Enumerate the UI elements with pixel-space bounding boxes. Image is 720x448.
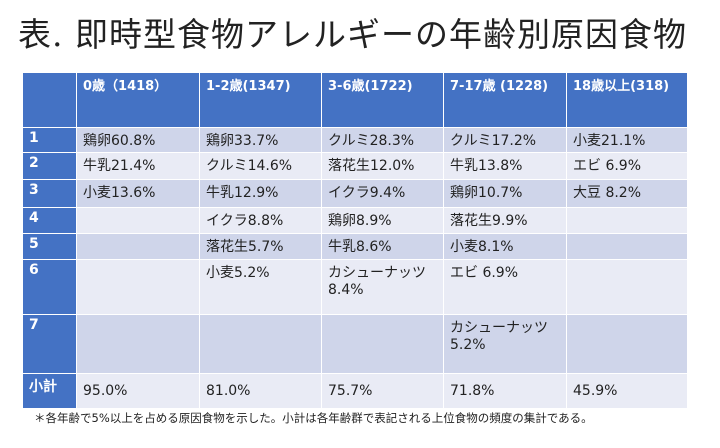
table-cell: エビ 6.9% <box>443 259 567 315</box>
table-cell <box>566 314 688 374</box>
table-row: 3 小麦13.6% 牛乳12.9% イクラ9.4% 鶏卵10.7% 大豆 8.2% <box>22 179 688 208</box>
header-cell: 0歳（1418） <box>76 72 200 128</box>
table-cell: カシューナッツ 8.4% <box>321 259 444 315</box>
table-cell <box>76 259 200 315</box>
rank-cell: 3 <box>22 179 77 208</box>
table-cell: エビ 6.9% <box>566 152 688 180</box>
table-row: 5 落花生5.7% 牛乳8.6% 小麦8.1% <box>22 233 688 260</box>
table-cell: 81.0% <box>199 373 322 409</box>
table-cell: 小麦5.2% <box>199 259 322 315</box>
table-cell: 鶏卵60.8% <box>76 127 200 153</box>
rank-cell: 1 <box>22 127 77 153</box>
table-cell: 75.7% <box>321 373 444 409</box>
table-row: 7 カシューナッツ 5.2% <box>22 314 688 374</box>
table-cell <box>566 259 688 315</box>
header-cell <box>22 72 77 128</box>
rank-cell: 7 <box>22 314 77 374</box>
table-cell: クルミ17.2% <box>443 127 567 153</box>
page-title: 表. 即時型食物アレルギーの年齢別原因食物 <box>18 15 687 54</box>
table-cell: 牛乳21.4% <box>76 152 200 180</box>
table-cell: 落花生12.0% <box>321 152 444 180</box>
table-row: 4 イクラ8.8% 鶏卵8.9% 落花生9.9% <box>22 207 688 234</box>
table-cell: 小麦13.6% <box>76 179 200 208</box>
header-cell: 1-2歳(1347) <box>199 72 322 128</box>
table-cell: 落花生5.7% <box>199 233 322 260</box>
table-cell <box>76 233 200 260</box>
table-cell: 小麦8.1% <box>443 233 567 260</box>
table-cell: クルミ28.3% <box>321 127 444 153</box>
table-cell: 鶏卵33.7% <box>199 127 322 153</box>
table-cell <box>76 207 200 234</box>
table-cell: イクラ9.4% <box>321 179 444 208</box>
table-cell <box>566 233 688 260</box>
table-cell: 大豆 8.2% <box>566 179 688 208</box>
table-cell: 95.0% <box>76 373 200 409</box>
header-cell: 18歳以上(318) <box>566 72 688 128</box>
footnote: ＊各年齢で5%以上を占める原因食物を示した。小計は各年齢群で表記される上位食物の… <box>34 411 593 425</box>
table-row: 1 鶏卵60.8% 鶏卵33.7% クルミ28.3% クルミ17.2% 小麦21.1% <box>22 127 688 153</box>
header-cell: 3-6歳(1722) <box>321 72 444 128</box>
rank-cell: 6 <box>22 259 77 315</box>
table-cell: 落花生9.9% <box>443 207 567 234</box>
table-cell: クルミ14.6% <box>199 152 322 180</box>
table-cell: カシューナッツ 5.2% <box>443 314 567 374</box>
table-cell: 鶏卵10.7% <box>443 179 567 208</box>
subtotal-row: 小計 95.0% 81.0% 75.7% 71.8% 45.9% <box>22 373 688 409</box>
table-cell: 牛乳13.8% <box>443 152 567 180</box>
header-cell: 7-17歳 (1228) <box>443 72 567 128</box>
table-row: 2 牛乳21.4% クルミ14.6% 落花生12.0% 牛乳13.8% エビ 6.9% <box>22 152 688 180</box>
table-cell <box>321 314 444 374</box>
table-cell: 鶏卵8.9% <box>321 207 444 234</box>
rank-cell: 2 <box>22 152 77 180</box>
table-cell: 45.9% <box>566 373 688 409</box>
table-cell <box>566 207 688 234</box>
table-cell <box>199 314 322 374</box>
allergy-table: 0歳（1418） 1-2歳(1347) 3-6歳(1722) 7-17歳 (12… <box>22 72 688 409</box>
table-row: 6 小麦5.2% カシューナッツ 8.4% エビ 6.9% <box>22 259 688 315</box>
table-cell: イクラ8.8% <box>199 207 322 234</box>
table-cell: 牛乳12.9% <box>199 179 322 208</box>
rank-cell: 5 <box>22 233 77 260</box>
table-cell <box>76 314 200 374</box>
header-row: 0歳（1418） 1-2歳(1347) 3-6歳(1722) 7-17歳 (12… <box>22 72 688 128</box>
rank-cell: 小計 <box>22 373 77 409</box>
table-cell: 牛乳8.6% <box>321 233 444 260</box>
table-cell: 小麦21.1% <box>566 127 688 153</box>
rank-cell: 4 <box>22 207 77 234</box>
table-cell: 71.8% <box>443 373 567 409</box>
